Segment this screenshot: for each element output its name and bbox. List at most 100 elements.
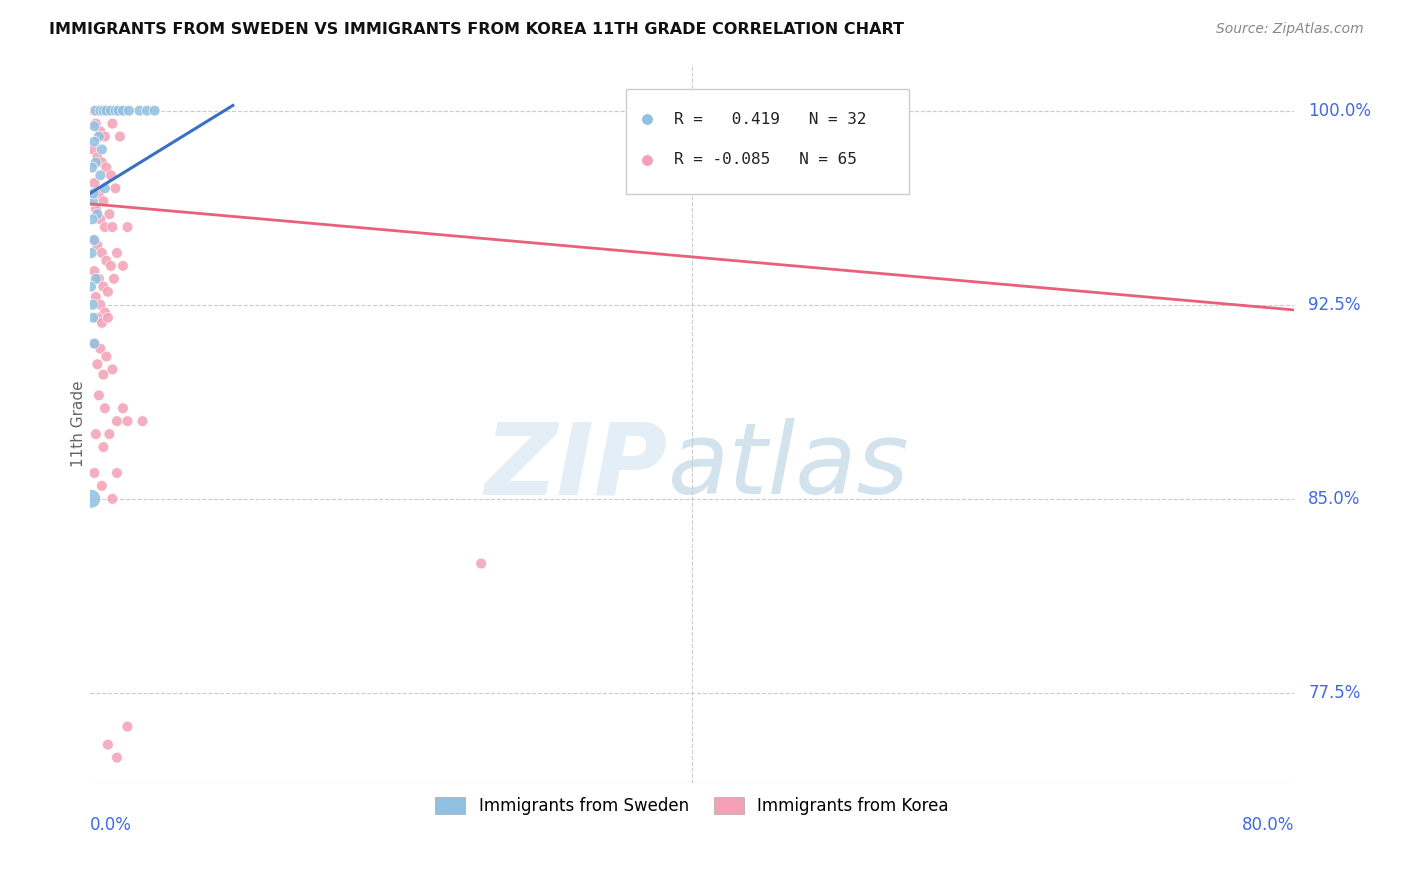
Point (87, 186, 110, 201)
Y-axis label: 11th Grade: 11th Grade (72, 381, 86, 467)
Text: IMMIGRANTS FROM SWEDEN VS IMMIGRANTS FROM KOREA 11TH GRADE CORRELATION CHART: IMMIGRANTS FROM SWEDEN VS IMMIGRANTS FRO… (49, 22, 904, 37)
Point (470, 557, 492, 571)
Point (83, 466, 105, 480)
Point (83, 103, 105, 118)
Text: 0.0%: 0.0% (90, 816, 132, 834)
Point (94, 129, 117, 144)
Text: 77.5%: 77.5% (1308, 684, 1361, 702)
Point (131, 414, 153, 428)
Point (118, 103, 141, 118)
Point (84, 427, 107, 442)
Point (93, 279, 115, 293)
Point (87, 272, 110, 286)
Point (83, 135, 105, 149)
Point (104, 181, 127, 195)
Legend: Immigrants from Sweden, Immigrants from Korea: Immigrants from Sweden, Immigrants from … (429, 790, 955, 822)
Point (83, 336, 105, 351)
Point (80, 279, 103, 293)
Point (94, 220, 117, 235)
Point (97, 285, 120, 299)
Point (117, 720, 139, 734)
Point (86, 310, 108, 325)
Point (82, 161, 104, 175)
Point (94, 181, 117, 195)
Point (84, 272, 107, 286)
Point (111, 103, 134, 118)
Point (128, 103, 150, 118)
Text: R = -0.085   N = 65: R = -0.085 N = 65 (673, 153, 856, 167)
Point (89, 169, 111, 183)
Point (89, 298, 111, 312)
Point (89, 124, 111, 138)
Point (105, 414, 128, 428)
Point (83, 186, 105, 201)
Point (90, 479, 112, 493)
Point (84, 117, 107, 131)
Point (89, 212, 111, 227)
Point (101, 491, 124, 506)
Point (100, 169, 122, 183)
Point (117, 220, 139, 235)
Point (111, 259, 134, 273)
Point (111, 401, 134, 416)
Point (90, 246, 112, 260)
Point (136, 103, 159, 118)
Text: R =   0.419   N = 32: R = 0.419 N = 32 (673, 112, 866, 127)
Point (143, 103, 166, 118)
Point (96, 161, 118, 175)
Point (97, 310, 120, 325)
Point (94, 401, 117, 416)
Point (83, 336, 105, 351)
Point (97, 103, 120, 118)
Point (104, 103, 127, 118)
Point (93, 194, 115, 209)
Point (105, 246, 128, 260)
Point (82, 298, 104, 312)
Point (98, 427, 121, 442)
Point (82, 194, 104, 209)
Point (100, 103, 122, 118)
Point (103, 272, 125, 286)
Text: Source: ZipAtlas.com: Source: ZipAtlas.com (1216, 22, 1364, 37)
Point (96, 350, 118, 364)
Point (80, 246, 103, 260)
Point (89, 342, 111, 356)
FancyBboxPatch shape (626, 89, 908, 194)
Point (83, 176, 105, 190)
Point (117, 414, 139, 428)
Point (93, 440, 115, 454)
Point (87, 129, 110, 144)
Point (101, 220, 124, 235)
Point (89, 103, 111, 118)
Point (82, 310, 104, 325)
Text: 85.0%: 85.0% (1308, 490, 1361, 508)
Point (98, 207, 121, 221)
Point (105, 750, 128, 764)
Point (84, 155, 107, 169)
Point (87, 388, 110, 402)
Point (86, 150, 108, 164)
Point (96, 103, 118, 118)
Point (107, 103, 129, 118)
Point (90, 155, 112, 169)
Point (82, 212, 104, 227)
Point (82, 233, 104, 247)
Text: 80.0%: 80.0% (1241, 816, 1294, 834)
Point (83, 119, 105, 133)
Point (90, 316, 112, 330)
Text: ZIP: ZIP (485, 418, 668, 516)
Point (83, 264, 105, 278)
Point (97, 738, 120, 752)
Point (101, 362, 124, 376)
Point (93, 368, 115, 382)
Point (84, 103, 107, 118)
Point (84, 202, 107, 216)
Point (90, 143, 112, 157)
Point (83, 233, 105, 247)
Text: atlas: atlas (668, 418, 910, 516)
Point (87, 103, 110, 118)
Point (108, 129, 131, 144)
Point (80, 491, 103, 506)
Text: 92.5%: 92.5% (1308, 296, 1361, 314)
Point (101, 117, 124, 131)
